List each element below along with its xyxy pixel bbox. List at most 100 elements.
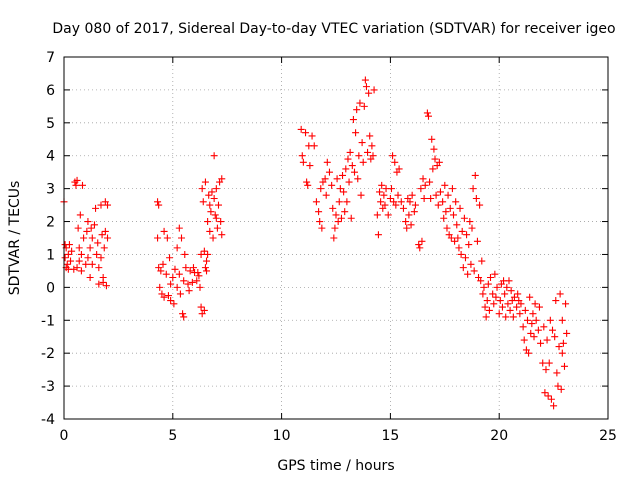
data-point <box>543 336 551 344</box>
data-points <box>60 76 571 410</box>
data-point <box>473 237 481 245</box>
data-point <box>427 195 435 203</box>
data-point <box>204 250 212 258</box>
data-point <box>355 152 363 160</box>
data-point <box>465 241 473 249</box>
data-point <box>198 185 206 193</box>
data-point <box>420 195 428 203</box>
data-point <box>160 293 168 301</box>
data-point <box>441 181 449 189</box>
data-point <box>429 165 437 173</box>
data-point <box>210 152 218 160</box>
data-point <box>312 198 320 206</box>
data-point <box>530 333 538 341</box>
data-point <box>510 293 518 301</box>
data-point <box>505 277 513 285</box>
data-point <box>339 171 347 179</box>
data-point <box>406 198 414 206</box>
data-point <box>490 300 498 308</box>
data-point <box>554 382 562 390</box>
plot-frame <box>63 56 609 420</box>
data-point <box>435 158 443 166</box>
data-point <box>199 198 207 206</box>
data-point <box>80 234 88 242</box>
data-point <box>352 129 360 137</box>
data-point <box>95 280 103 288</box>
data-point <box>218 231 226 239</box>
data-point <box>495 310 503 318</box>
data-point <box>353 106 361 114</box>
data-point <box>377 198 385 206</box>
data-point <box>563 329 571 337</box>
data-point <box>213 224 221 232</box>
data-point <box>478 257 486 265</box>
data-point <box>84 218 92 226</box>
data-point <box>450 211 458 219</box>
data-point <box>308 132 316 140</box>
data-point <box>82 260 90 268</box>
data-point <box>556 290 564 298</box>
data-point <box>175 224 183 232</box>
data-point <box>537 339 545 347</box>
data-point <box>507 287 515 295</box>
data-point <box>461 254 469 262</box>
data-point <box>403 224 411 232</box>
data-point <box>476 201 484 209</box>
data-point <box>93 250 101 258</box>
data-point <box>180 313 188 321</box>
data-point <box>501 290 509 298</box>
data-point <box>64 250 72 258</box>
data-point <box>333 175 341 183</box>
data-point <box>100 244 108 252</box>
data-point <box>84 254 92 262</box>
data-point <box>415 241 423 249</box>
data-point <box>547 395 555 403</box>
data-point <box>513 303 521 311</box>
data-point <box>78 181 86 189</box>
x-tick-label: 20 <box>490 428 508 444</box>
data-point <box>155 201 163 209</box>
data-point <box>335 198 343 206</box>
data-point <box>160 227 168 235</box>
data-point <box>178 234 186 242</box>
data-point <box>184 280 192 288</box>
data-point <box>467 260 475 268</box>
data-point <box>552 297 560 305</box>
data-point <box>97 201 105 209</box>
data-point <box>205 191 213 199</box>
data-point <box>517 300 525 308</box>
data-point <box>402 218 410 226</box>
data-point <box>423 109 431 117</box>
data-point <box>98 231 106 239</box>
data-point <box>525 349 533 357</box>
data-point <box>431 155 439 163</box>
y-axis-tick-labels: -4 -3 -2 -1 0 1 2 3 4 5 6 7 <box>41 50 55 428</box>
data-point <box>452 198 460 206</box>
data-point <box>392 201 400 209</box>
data-point <box>430 145 438 153</box>
data-point <box>559 339 567 347</box>
data-point <box>164 292 172 300</box>
data-point <box>328 181 336 189</box>
data-point <box>509 313 517 321</box>
data-point <box>156 283 164 291</box>
data-point <box>444 191 452 199</box>
data-point <box>440 214 448 222</box>
data-point <box>304 181 312 189</box>
data-point <box>558 349 566 357</box>
y-tick-label: 3 <box>46 182 55 198</box>
data-point <box>340 188 348 196</box>
data-point <box>212 214 220 222</box>
data-point <box>502 313 510 321</box>
data-point <box>360 102 368 110</box>
data-point <box>210 195 218 203</box>
data-point <box>361 76 369 84</box>
data-point <box>483 297 491 305</box>
data-point <box>94 239 102 247</box>
data-point <box>549 326 557 334</box>
data-point <box>407 221 415 229</box>
data-point <box>193 277 201 285</box>
data-point <box>451 237 459 245</box>
data-point <box>434 201 442 209</box>
y-tick-label: -1 <box>41 313 55 329</box>
